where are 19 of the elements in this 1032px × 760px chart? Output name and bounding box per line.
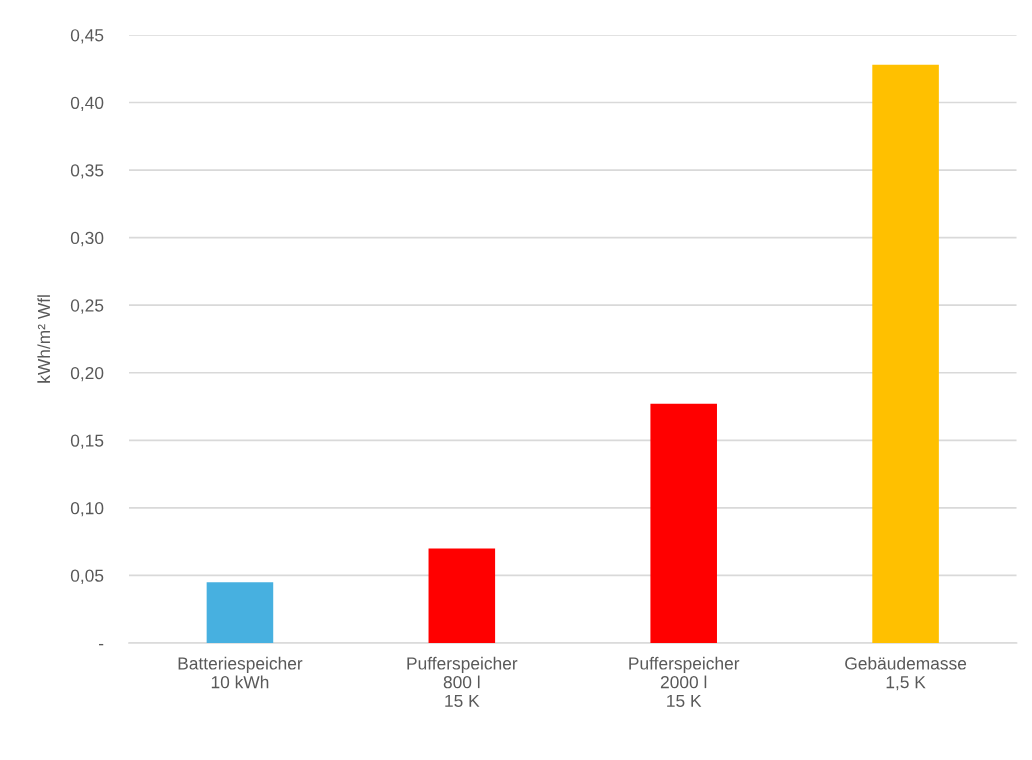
bar	[206, 582, 274, 643]
x-tick-label: Batteriespeicher 10 kWh	[178, 656, 303, 689]
y-tick-label: 0,45	[70, 29, 104, 44]
y-tick-label: 0,10	[70, 502, 104, 517]
y-tick-label: 0,15	[70, 434, 104, 449]
x-tick-label: Pufferspeicher 2000 l 15 K	[629, 656, 740, 707]
x-tick-label: Gebäudemasse 1,5 K	[845, 656, 967, 691]
bar	[650, 403, 717, 643]
y-tick-label: 0,40	[70, 96, 104, 112]
bar	[428, 548, 496, 643]
y-tick-label: 0,30	[70, 231, 104, 247]
x-tick-label: Pufferspeicher 800 l 15 K	[407, 656, 518, 707]
bar	[872, 64, 939, 643]
y-axis-title: kWh/m² Wfl	[37, 295, 51, 383]
y-tick-label: 0,20	[70, 366, 104, 382]
y-tick-label: 0,25	[70, 299, 104, 314]
y-tick-label: 0,05	[70, 569, 104, 584]
y-tick-label: -	[98, 643, 104, 646]
y-tick-label: 0,35	[70, 164, 104, 179]
